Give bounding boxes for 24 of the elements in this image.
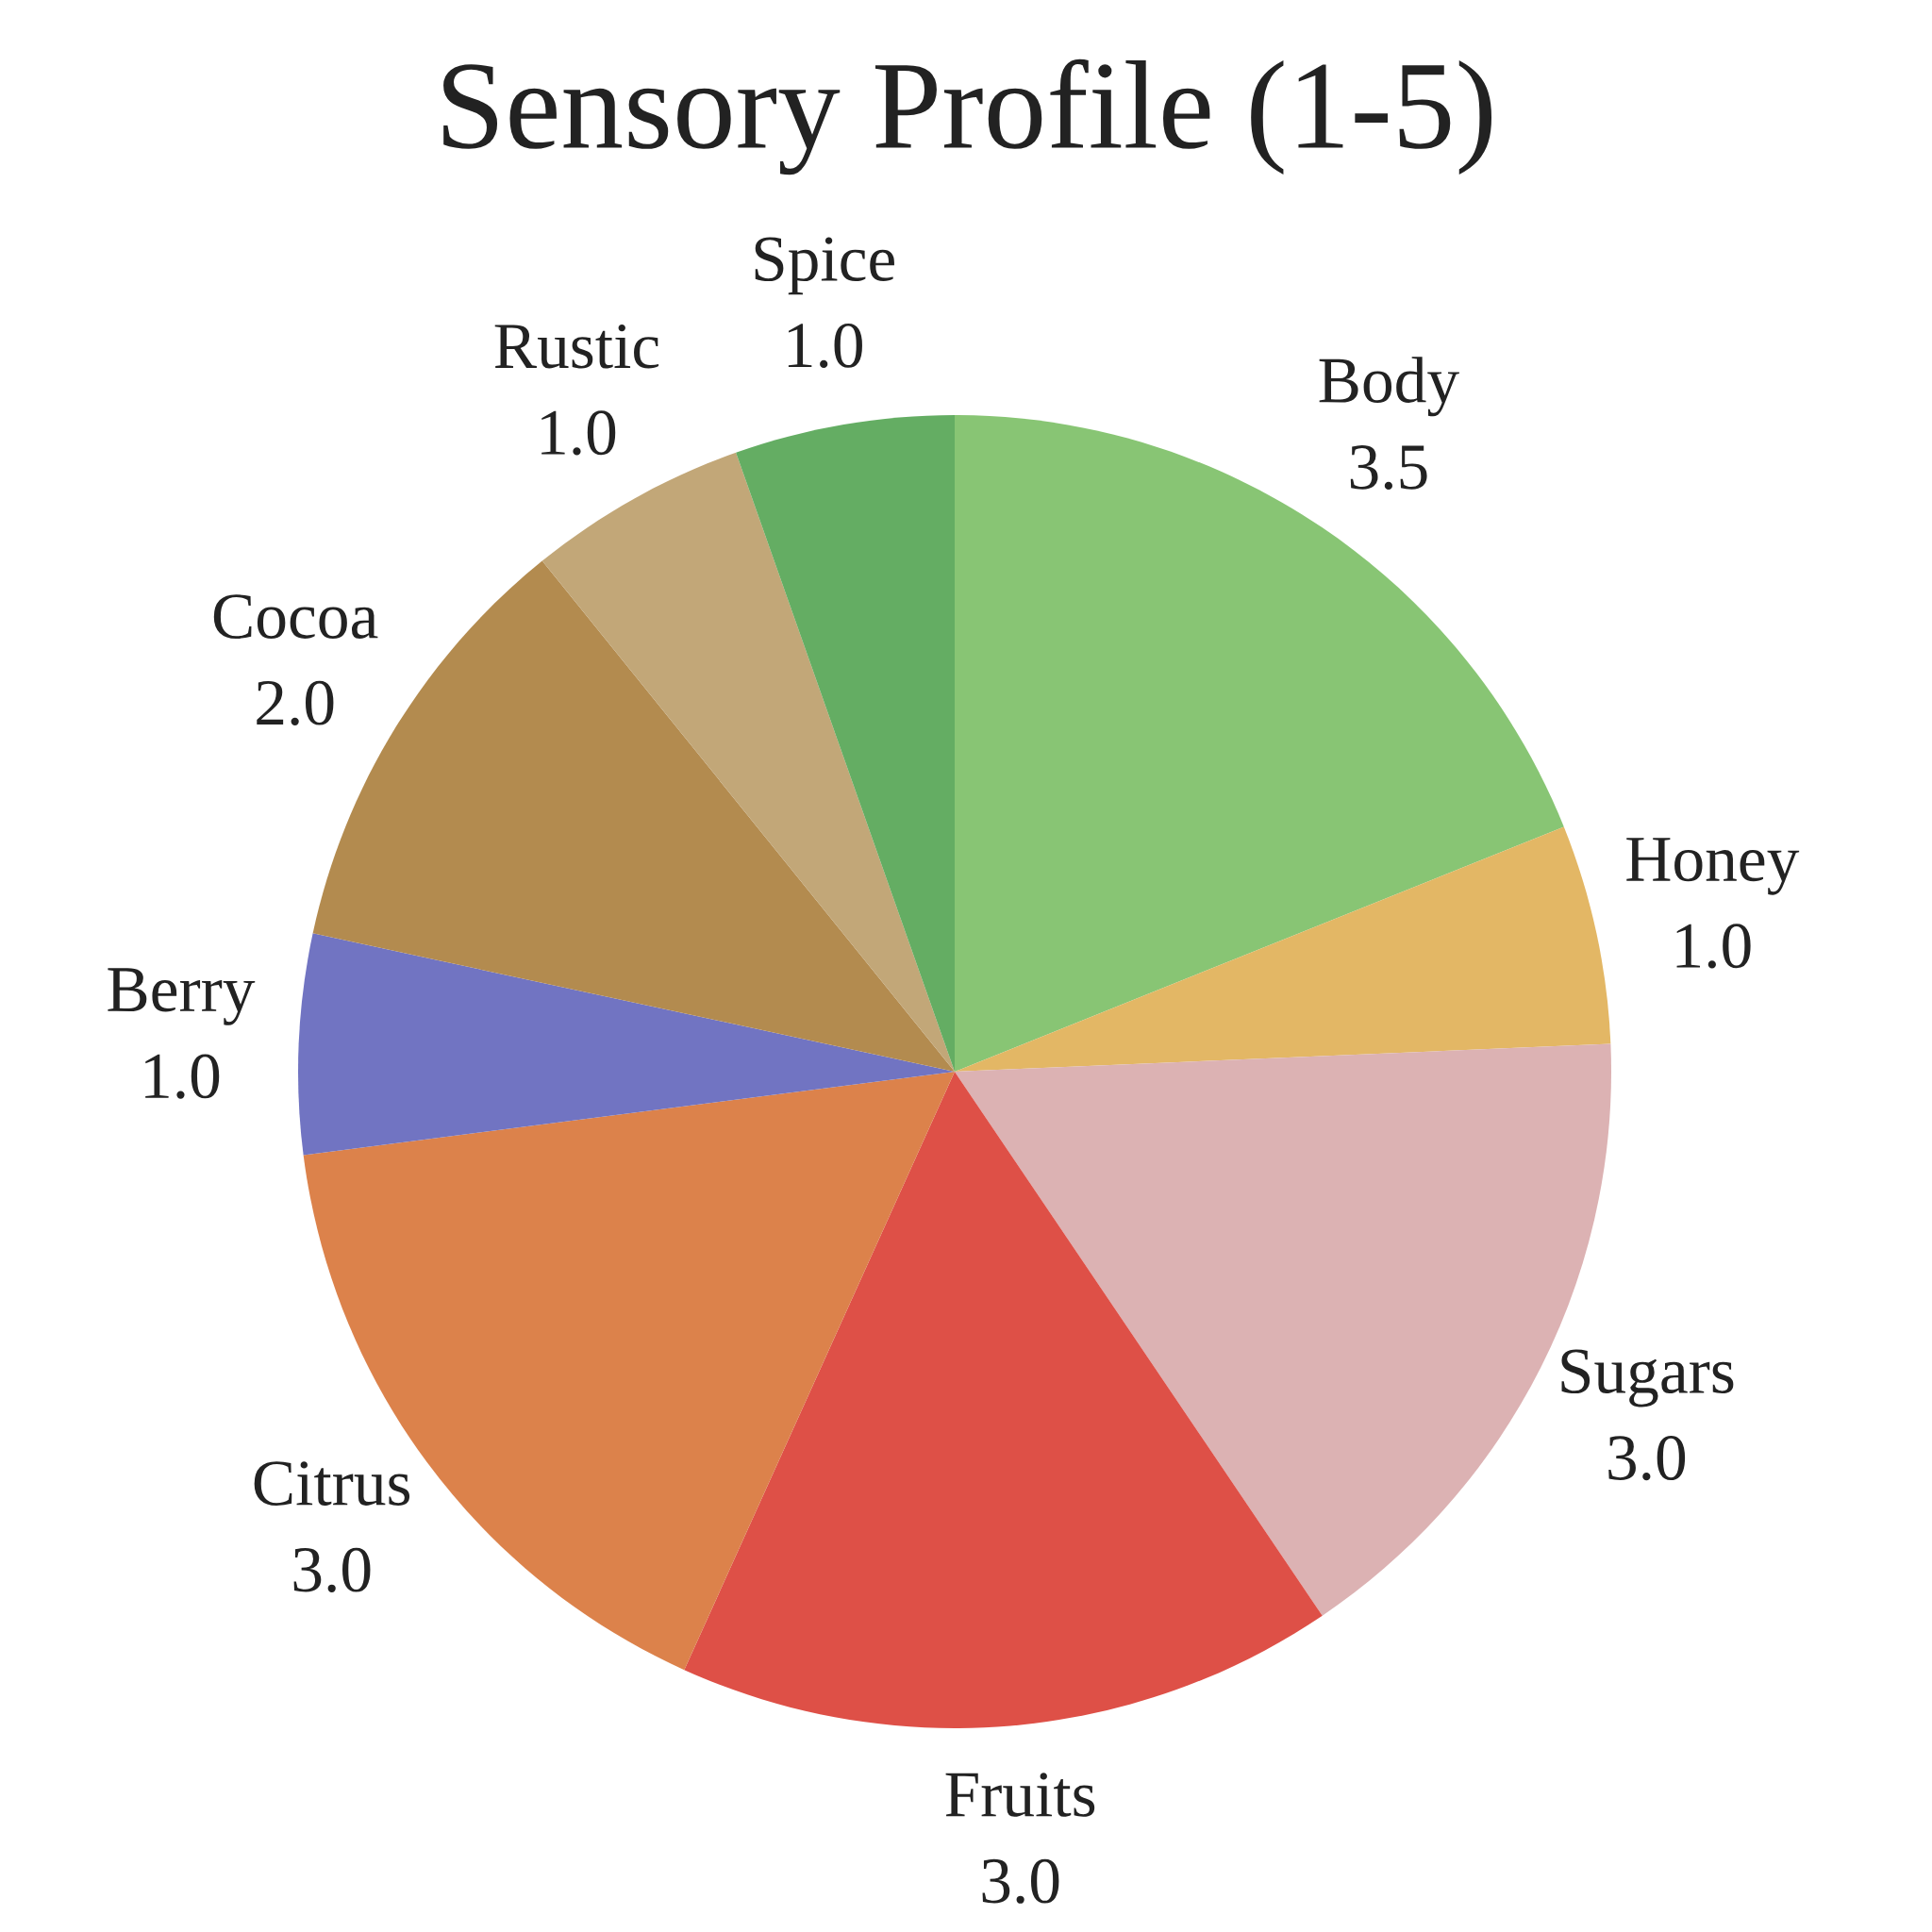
data-label: 1.0 bbox=[788, 323, 862, 369]
data-label: 1.0 bbox=[145, 1054, 220, 1099]
pie-slice bbox=[736, 415, 955, 1072]
slice-label: Sugars bbox=[1561, 1349, 1734, 1407]
slice-label: Rustic bbox=[494, 324, 659, 369]
data-label: 1.0 bbox=[1676, 924, 1751, 969]
data-label: 3.0 bbox=[1608, 1436, 1686, 1481]
slice-label: Fruits bbox=[945, 1773, 1095, 1817]
slice-label: Spice bbox=[755, 237, 894, 295]
pie-slice bbox=[684, 1072, 1323, 1728]
pie-slice bbox=[298, 933, 955, 1156]
slice-label: Berry bbox=[108, 968, 256, 1025]
slice-label: Honey bbox=[1626, 838, 1800, 895]
data-label: 3.5 bbox=[1350, 445, 1427, 491]
data-label: 1.0 bbox=[541, 410, 616, 456]
chart-title: Sensory Profile (1-5) bbox=[443, 58, 1492, 175]
slice-label: Cocoa bbox=[213, 594, 378, 639]
slice-label: Body bbox=[1319, 357, 1459, 417]
data-label: 2.0 bbox=[257, 680, 334, 725]
slice-label: Citrus bbox=[254, 1461, 410, 1506]
data-label: 3.0 bbox=[982, 1858, 1059, 1904]
pie-slice bbox=[955, 415, 1564, 1072]
data-label: 3.0 bbox=[293, 1547, 371, 1592]
pie-slice bbox=[955, 826, 1611, 1072]
